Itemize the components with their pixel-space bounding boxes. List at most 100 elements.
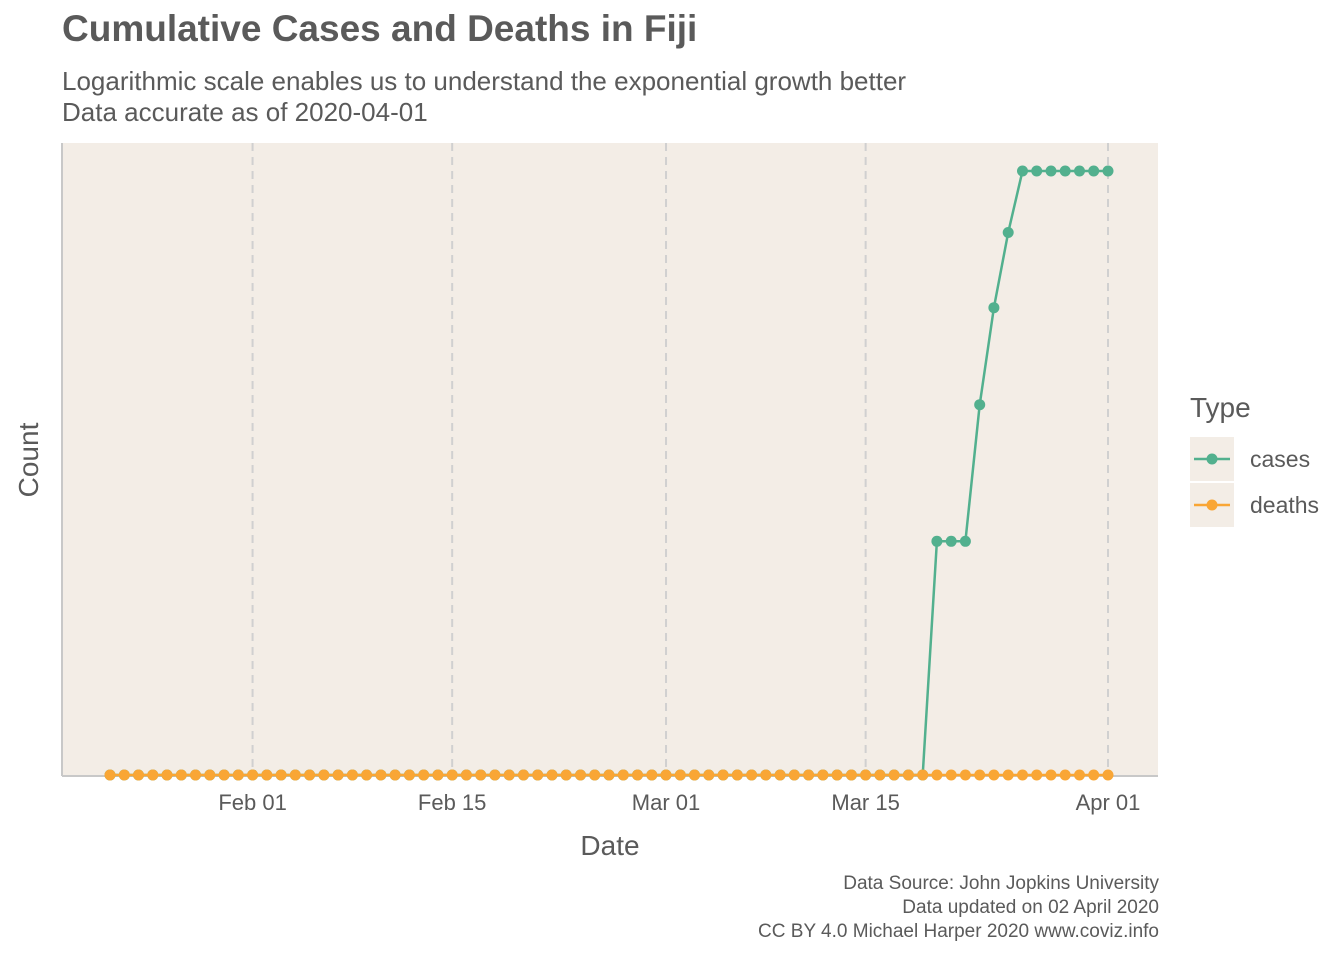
data-point-deaths: [232, 769, 244, 781]
data-point-deaths: [489, 769, 501, 781]
data-point-cases: [988, 302, 1000, 314]
data-point-deaths: [361, 769, 373, 781]
legend-key-point: [1206, 453, 1218, 465]
data-point-deaths: [988, 769, 1000, 781]
data-point-deaths: [147, 769, 159, 781]
legend: Type cases deaths: [1190, 392, 1319, 527]
data-point-deaths: [332, 769, 344, 781]
data-point-deaths: [261, 769, 273, 781]
data-point-cases: [1002, 227, 1014, 238]
data-point-cases: [1045, 165, 1057, 177]
data-point-deaths: [874, 769, 886, 781]
data-point-deaths: [1074, 769, 1085, 781]
data-point-deaths: [689, 769, 700, 781]
y-axis-label: Count: [13, 422, 44, 497]
data-point-deaths: [175, 769, 187, 781]
data-point-deaths: [731, 769, 743, 781]
data-point-deaths: [546, 769, 558, 781]
data-point-deaths: [902, 769, 914, 781]
legend-item-cases: cases: [1190, 437, 1310, 481]
data-point-cases: [1074, 165, 1085, 177]
data-point-deaths: [1088, 769, 1100, 781]
data-point-deaths: [1059, 769, 1071, 781]
data-point-deaths: [247, 769, 259, 781]
data-point-deaths: [774, 769, 786, 781]
data-point-deaths: [318, 769, 330, 781]
data-point-deaths: [346, 769, 358, 781]
data-point-cases: [1088, 165, 1100, 177]
data-point-deaths: [617, 769, 629, 781]
chart-title: Cumulative Cases and Deaths in Fiji: [62, 8, 698, 49]
data-point-deaths: [845, 769, 857, 781]
data-point-deaths: [632, 769, 643, 781]
data-point-cases: [974, 399, 986, 411]
data-point-deaths: [161, 769, 173, 781]
data-point-deaths: [532, 769, 544, 781]
data-point-cases: [1059, 165, 1071, 177]
legend-title: Type: [1190, 392, 1251, 423]
data-point-deaths: [703, 769, 715, 781]
data-point-deaths: [760, 769, 772, 781]
data-point-deaths: [375, 769, 387, 781]
data-point-cases: [945, 535, 957, 547]
data-point-deaths: [446, 769, 458, 781]
data-point-deaths: [304, 769, 316, 781]
data-point-deaths: [788, 769, 800, 781]
x-tick-label: Mar 01: [632, 790, 700, 815]
legend-key-point: [1206, 499, 1218, 511]
data-point-deaths: [717, 769, 729, 781]
x-tick-labels: Feb 01 Feb 15 Mar 01 Mar 15 Apr 01: [218, 790, 1140, 815]
data-point-deaths: [460, 769, 472, 781]
data-point-deaths: [1031, 769, 1043, 781]
x-tick-label: Apr 01: [1076, 790, 1141, 815]
data-point-deaths: [660, 769, 672, 781]
data-point-cases: [959, 535, 971, 547]
data-point-deaths: [831, 769, 843, 781]
data-point-deaths: [646, 769, 658, 781]
data-point-deaths: [974, 769, 986, 781]
chart-subtitle-line-2: Data accurate as of 2020-04-01: [62, 97, 428, 127]
legend-label: cases: [1250, 446, 1310, 472]
data-point-deaths: [959, 769, 971, 781]
data-point-deaths: [603, 769, 615, 781]
x-tick-label: Mar 15: [831, 790, 899, 815]
data-point-deaths: [1045, 769, 1057, 781]
data-point-deaths: [118, 769, 130, 781]
x-tick-label: Feb 01: [218, 790, 287, 815]
chart-subtitle-line-1: Logarithmic scale enables us to understa…: [62, 66, 907, 96]
data-point-deaths: [931, 769, 943, 781]
series-layer: [104, 165, 1114, 781]
data-point-deaths: [575, 769, 586, 781]
data-point-deaths: [1102, 769, 1114, 781]
data-point-deaths: [190, 769, 201, 781]
data-point-deaths: [917, 769, 929, 781]
data-point-deaths: [133, 769, 144, 781]
data-point-deaths: [817, 769, 829, 781]
data-point-deaths: [945, 769, 957, 781]
legend-label: deaths: [1250, 492, 1319, 518]
data-point-deaths: [746, 769, 758, 781]
data-point-deaths: [860, 769, 872, 781]
data-point-cases: [931, 535, 943, 547]
data-point-deaths: [218, 769, 230, 781]
data-point-deaths: [475, 769, 487, 781]
data-point-deaths: [403, 769, 415, 781]
caption-updated: Data updated on 02 April 2020: [902, 897, 1159, 918]
data-point-cases: [1031, 165, 1043, 177]
data-point-deaths: [589, 769, 601, 781]
data-point-deaths: [518, 769, 529, 781]
data-point-deaths: [204, 769, 216, 781]
x-axis-label: Date: [580, 830, 639, 861]
data-point-deaths: [803, 769, 815, 781]
caption-license: CC BY 4.0 Michael Harper 2020 www.coviz.…: [758, 921, 1159, 942]
data-point-deaths: [674, 769, 686, 781]
data-point-deaths: [432, 769, 444, 781]
caption-source: Data Source: John Jopkins University: [843, 873, 1159, 894]
data-point-deaths: [888, 769, 900, 781]
data-point-deaths: [1002, 769, 1014, 781]
data-point-deaths: [289, 769, 301, 781]
grid-lines: [251, 143, 1109, 776]
data-point-deaths: [104, 769, 116, 781]
data-point-deaths: [1017, 769, 1028, 781]
